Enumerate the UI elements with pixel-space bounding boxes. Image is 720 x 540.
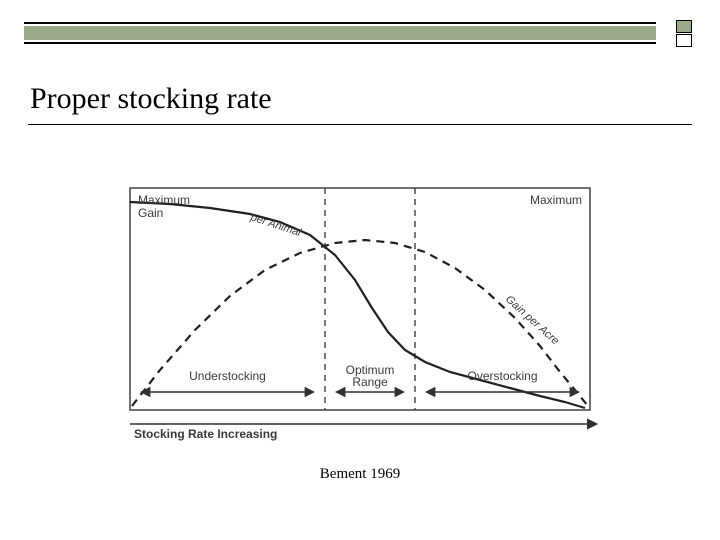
title-underline [28,124,692,125]
label-max-gain: Maximum [138,193,190,207]
label-max: Maximum [530,193,582,207]
chart-svg: UnderstockingOptimumRangeOverstockingMax… [110,170,610,450]
zone-label-optimum: Range [352,375,388,389]
curve-label-gain-per-acre: Gain per Acre [503,293,561,347]
zone-label-overstocking: Overstocking [467,369,537,383]
label-max-gain: Gain [138,206,163,220]
decor-square-top [676,20,692,33]
decor-bar-fill [24,26,656,40]
zone-label-understocking: Understocking [189,369,266,383]
curve-label-per-animal: per Animal [248,211,303,239]
decor-top-bar [24,18,696,48]
citation: Bement 1969 [0,466,720,483]
x-axis-label: Stocking Rate Increasing [134,427,277,441]
decor-square-bottom [676,34,692,47]
slide-title: Proper stocking rate [30,82,272,116]
stocking-rate-chart: UnderstockingOptimumRangeOverstockingMax… [110,170,610,450]
